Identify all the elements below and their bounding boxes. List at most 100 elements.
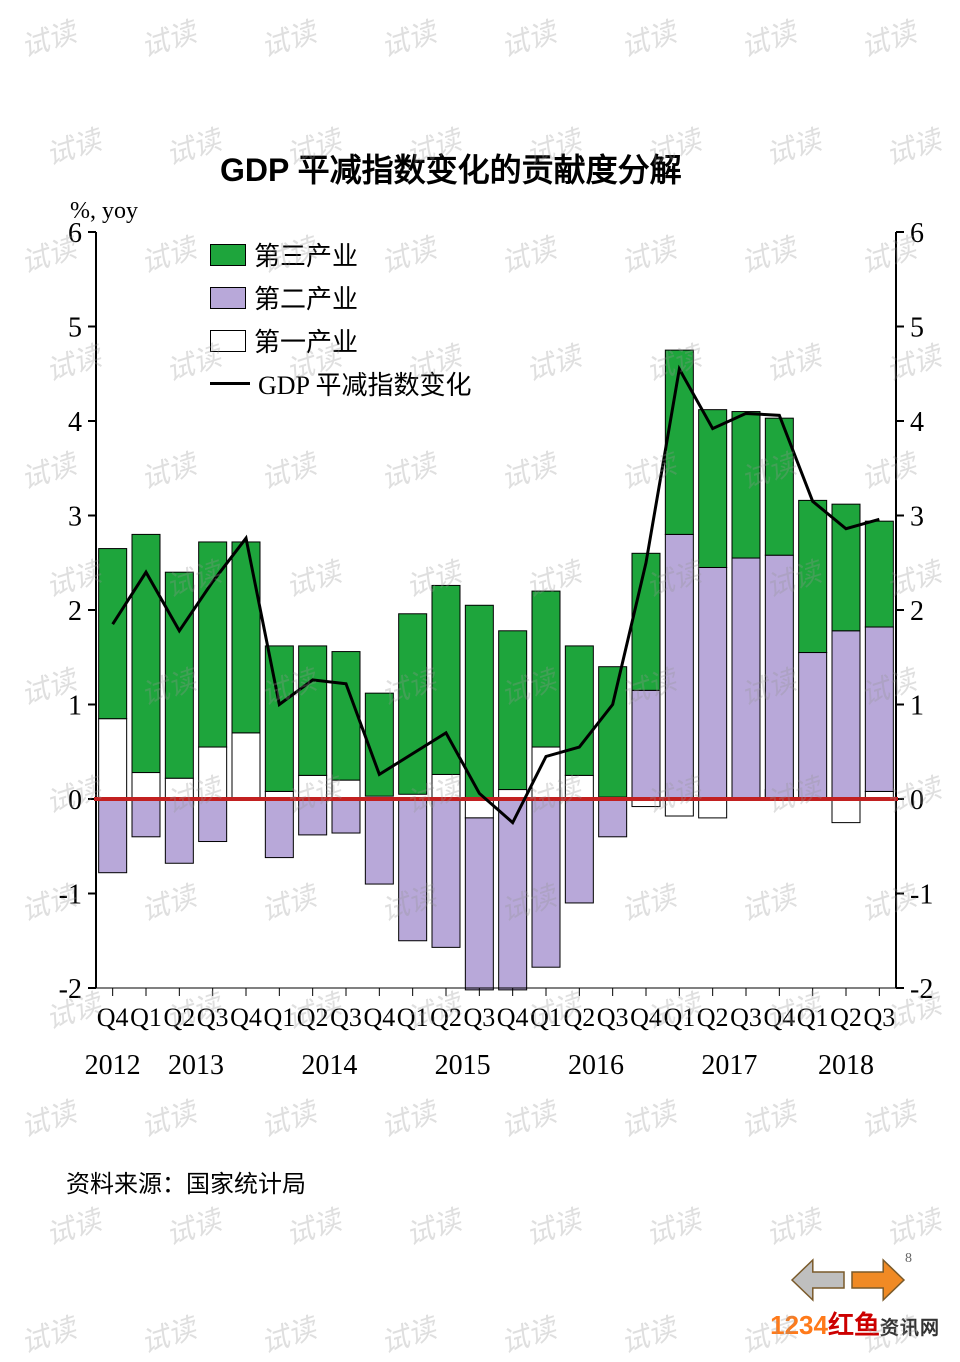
legend-swatch bbox=[210, 330, 246, 352]
legend-label: 第二产业 bbox=[254, 279, 358, 316]
bar-s2 bbox=[832, 631, 860, 799]
legend-swatch bbox=[210, 287, 246, 309]
bar-s2 bbox=[299, 799, 327, 835]
legend-label: 第三产业 bbox=[254, 236, 358, 273]
x-quarter-label: Q3 bbox=[197, 1003, 229, 1032]
ytick-label-right: -2 bbox=[910, 974, 933, 1005]
bar-s3 bbox=[399, 614, 427, 794]
bar-s2 bbox=[865, 627, 893, 791]
x-quarter-label: Q4 bbox=[630, 1003, 662, 1032]
x-quarter-label: Q4 bbox=[97, 1003, 129, 1032]
ytick-label-left: 2 bbox=[68, 596, 82, 627]
ytick-label-right: 4 bbox=[910, 407, 924, 438]
bar-s3 bbox=[299, 646, 327, 775]
bar-s2 bbox=[599, 799, 627, 837]
x-quarter-label: Q4 bbox=[363, 1003, 395, 1032]
ytick-label-right: 2 bbox=[910, 596, 924, 627]
bar-s1 bbox=[432, 774, 460, 799]
bar-s2 bbox=[732, 558, 760, 799]
x-quarter-label: Q1 bbox=[130, 1003, 162, 1032]
x-year-label: 2015 bbox=[435, 1050, 491, 1081]
legend: 第三产业第二产业第一产业 GDP 平减指数变化 bbox=[210, 236, 472, 408]
bar-s2 bbox=[465, 818, 493, 990]
bar-s2 bbox=[365, 799, 393, 884]
bar-s1 bbox=[332, 780, 360, 799]
x-quarter-label: Q1 bbox=[797, 1003, 829, 1032]
nav-back-arrow[interactable] bbox=[792, 1260, 844, 1300]
ytick-label-right: 5 bbox=[910, 313, 924, 344]
ytick-label-right: 6 bbox=[910, 218, 924, 249]
bar-s3 bbox=[499, 631, 527, 790]
ytick-label-left: 1 bbox=[68, 691, 82, 722]
bar-s2 bbox=[632, 690, 660, 799]
bar-s2 bbox=[332, 799, 360, 833]
ytick-label-left: 4 bbox=[68, 407, 82, 438]
legend-label: 第一产业 bbox=[254, 322, 358, 359]
ytick-label-right: -1 bbox=[910, 880, 933, 911]
chart-title: GDP 平减指数变化的贡献度分解 bbox=[220, 145, 682, 191]
ytick-label-right: 0 bbox=[910, 785, 924, 816]
x-year-label: 2017 bbox=[701, 1050, 757, 1081]
bar-s2 bbox=[165, 799, 193, 863]
footer-brand: 1234红鱼资讯网 bbox=[770, 1305, 940, 1342]
bar-s2 bbox=[699, 567, 727, 799]
page-number: 8 bbox=[905, 1251, 912, 1266]
footer-red: 红鱼 bbox=[828, 1310, 880, 1340]
bar-s2 bbox=[399, 799, 427, 941]
legend-item: GDP 平减指数变化 bbox=[210, 365, 472, 402]
bar-s3 bbox=[165, 572, 193, 778]
bar-s2 bbox=[199, 799, 227, 842]
x-quarter-label: Q2 bbox=[297, 1003, 329, 1032]
x-quarter-label: Q2 bbox=[830, 1003, 862, 1032]
bar-s3 bbox=[699, 410, 727, 568]
bar-s3 bbox=[232, 542, 260, 733]
x-year-label: 2014 bbox=[301, 1050, 357, 1081]
x-year-label: 2016 bbox=[568, 1050, 624, 1081]
bar-s2 bbox=[765, 555, 793, 799]
x-quarter-label: Q1 bbox=[397, 1003, 429, 1032]
bar-s2 bbox=[432, 799, 460, 947]
legend-label: GDP 平减指数变化 bbox=[258, 365, 472, 402]
bar-s1 bbox=[165, 778, 193, 799]
bar-s1 bbox=[99, 719, 127, 799]
ytick-label-right: 1 bbox=[910, 691, 924, 722]
x-quarter-label: Q3 bbox=[330, 1003, 362, 1032]
bar-s3 bbox=[832, 504, 860, 631]
bar-s3 bbox=[632, 553, 660, 690]
bar-s3 bbox=[865, 521, 893, 627]
ytick-label-left: -2 bbox=[59, 974, 82, 1005]
bar-s1 bbox=[132, 773, 160, 799]
x-quarter-label: Q2 bbox=[563, 1003, 595, 1032]
legend-item: 第三产业 bbox=[210, 236, 472, 273]
ytick-label-left: -1 bbox=[59, 880, 82, 911]
bar-s3 bbox=[532, 591, 560, 747]
x-quarter-label: Q3 bbox=[463, 1003, 495, 1032]
x-quarter-label: Q1 bbox=[530, 1003, 562, 1032]
bar-s2 bbox=[799, 653, 827, 799]
bar-s3 bbox=[732, 412, 760, 558]
x-quarter-label: Q4 bbox=[763, 1003, 795, 1032]
bar-s1 bbox=[299, 775, 327, 799]
bar-s3 bbox=[265, 646, 293, 792]
bar-s1 bbox=[199, 747, 227, 799]
x-quarter-label: Q1 bbox=[663, 1003, 695, 1032]
bar-s3 bbox=[599, 667, 627, 797]
bar-s2 bbox=[665, 534, 693, 799]
bar-s2 bbox=[565, 799, 593, 903]
bar-s3 bbox=[799, 500, 827, 652]
footer-rest: 资讯网 bbox=[880, 1318, 940, 1339]
bar-s1 bbox=[832, 799, 860, 823]
ytick-label-left: 5 bbox=[68, 313, 82, 344]
legend-item: 第一产业 bbox=[210, 322, 472, 359]
legend-line-swatch bbox=[210, 382, 250, 385]
x-year-label: 2018 bbox=[818, 1050, 874, 1081]
nav-forward-arrow[interactable] bbox=[852, 1260, 904, 1300]
bar-s2 bbox=[265, 799, 293, 858]
bar-s3 bbox=[99, 549, 127, 719]
x-quarter-label: Q2 bbox=[163, 1003, 195, 1032]
bar-s3 bbox=[565, 646, 593, 775]
bar-s2 bbox=[499, 799, 527, 990]
bar-s3 bbox=[332, 652, 360, 781]
x-quarter-label: Q2 bbox=[697, 1003, 729, 1032]
x-quarter-label: Q2 bbox=[430, 1003, 462, 1032]
